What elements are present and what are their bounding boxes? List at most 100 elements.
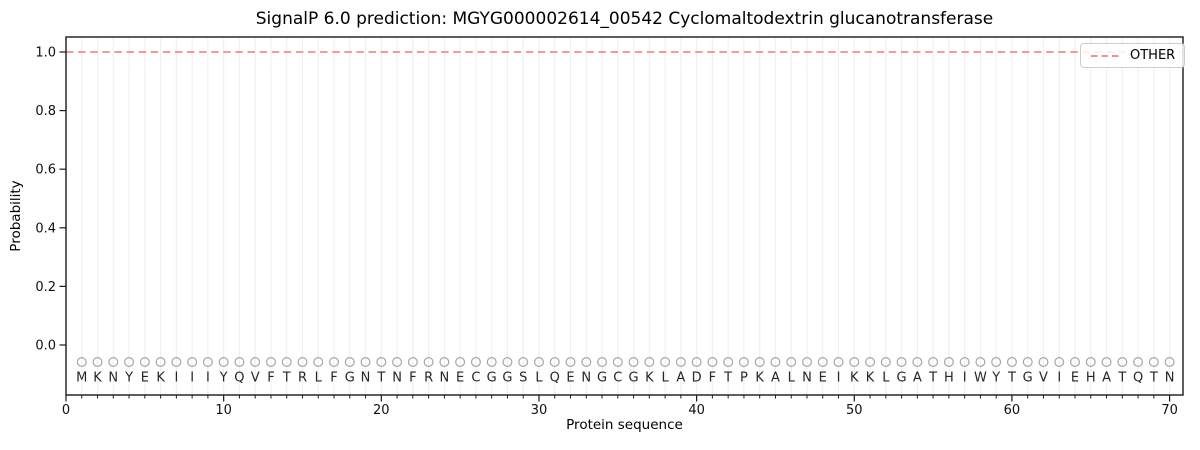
residue-letter: V <box>1039 371 1048 386</box>
residue-marker-circle <box>975 357 986 368</box>
legend: OTHER <box>1080 43 1186 68</box>
x-tick-label: 30 <box>531 403 548 418</box>
residue-marker-circle <box>549 357 560 368</box>
residue-letter: Y <box>219 371 228 386</box>
residue-marker-circle <box>76 357 87 368</box>
residue-letter: T <box>282 371 291 386</box>
residue-marker-circle <box>376 357 387 368</box>
residue-letter: I <box>174 371 178 386</box>
residue-letter: G <box>597 371 607 386</box>
residue-marker-circle <box>1148 357 1159 368</box>
residue-marker-circle <box>518 357 529 368</box>
residue-marker-circle <box>817 357 828 368</box>
plot-border <box>65 36 1184 396</box>
residue-marker-circle <box>171 357 182 368</box>
x-tick-label: 70 <box>1161 403 1178 418</box>
residue-marker-circle <box>1164 357 1175 368</box>
residue-marker-circle <box>675 357 686 368</box>
residue-marker-circle <box>1070 357 1081 368</box>
y-tick-label: 0.4 <box>35 221 56 236</box>
residue-marker-circle <box>502 357 513 368</box>
residue-letter: R <box>298 371 307 386</box>
residue-marker-circle <box>1038 357 1049 368</box>
residue-marker-circle <box>707 357 718 368</box>
residue-marker-circle <box>896 357 907 368</box>
residue-letter: C <box>471 371 480 386</box>
residue-marker-circle <box>470 357 481 368</box>
residue-marker-circle <box>991 357 1002 368</box>
residue-marker-circle <box>581 357 592 368</box>
legend-dashed-line-icon <box>1091 54 1121 57</box>
residue-letter: T <box>928 371 937 386</box>
residue-letter: K <box>755 371 764 386</box>
residue-letter: N <box>392 371 402 386</box>
residue-letter: V <box>251 371 260 386</box>
residue-letter: A <box>913 371 922 386</box>
residue-letter: T <box>1007 371 1016 386</box>
residue-letter: H <box>944 371 954 386</box>
residue-marker-circle <box>281 357 292 368</box>
residue-letter: T <box>723 371 732 386</box>
residue-marker-circle <box>392 357 403 368</box>
residue-marker-circle <box>1022 357 1033 368</box>
residue-marker-circle <box>329 357 340 368</box>
residue-letter: R <box>424 371 433 386</box>
residue-marker-circle <box>265 357 276 368</box>
residue-marker-circle <box>943 357 954 368</box>
residue-marker-circle <box>139 357 150 368</box>
residue-letter: F <box>267 371 274 386</box>
residue-letter: T <box>376 371 385 386</box>
residue-letter: L <box>535 371 543 386</box>
residue-marker-circle <box>597 357 608 368</box>
residue-letter: G <box>629 371 639 386</box>
residue-marker-circle <box>155 357 166 368</box>
residue-marker-circle <box>628 357 639 368</box>
residue-letter: Y <box>991 371 1000 386</box>
residue-marker-circle <box>187 357 198 368</box>
residue-marker-circle <box>786 357 797 368</box>
residue-letter: K <box>850 371 859 386</box>
residue-letter: A <box>676 371 685 386</box>
residue-marker-circle <box>1101 357 1112 368</box>
x-tick-label: 20 <box>373 403 390 418</box>
residue-letter: E <box>1071 371 1079 386</box>
x-tick-label: 10 <box>215 403 232 418</box>
residue-marker-circle <box>770 357 781 368</box>
y-tick-label: 0.6 <box>35 163 56 178</box>
residue-letter: P <box>740 371 748 386</box>
residue-letter: G <box>1023 371 1033 386</box>
residue-marker-circle <box>723 357 734 368</box>
residue-letter: Q <box>234 371 244 386</box>
residue-marker-circle <box>202 357 213 368</box>
residue-letter: N <box>361 371 371 386</box>
residue-marker-circle <box>801 357 812 368</box>
x-tick-label: 50 <box>846 403 863 418</box>
residue-letter: I <box>1057 371 1061 386</box>
residue-letter: T <box>1149 371 1158 386</box>
residue-letter: E <box>819 371 827 386</box>
residue-marker-circle <box>912 357 923 368</box>
residue-letter: F <box>709 371 716 386</box>
residue-letter: N <box>108 371 118 386</box>
residue-marker-circle <box>297 357 308 368</box>
residue-marker-circle <box>108 357 119 368</box>
residue-letter: A <box>771 371 780 386</box>
residue-marker-circle <box>407 357 418 368</box>
residue-letter: I <box>837 371 841 386</box>
residue-marker-circle <box>455 357 466 368</box>
residue-marker-circle <box>738 357 749 368</box>
residue-marker-circle <box>928 357 939 368</box>
residue-letter: F <box>330 371 337 386</box>
residue-marker-circle <box>849 357 860 368</box>
y-tick-label: 1.0 <box>35 46 56 61</box>
residue-marker-circle <box>865 357 876 368</box>
residue-letter: K <box>156 371 165 386</box>
residue-marker-circle <box>439 357 450 368</box>
residue-letter: A <box>1102 371 1111 386</box>
residue-letter: Q <box>550 371 560 386</box>
residue-letter: G <box>487 371 497 386</box>
residue-letter: G <box>345 371 355 386</box>
residue-letter: L <box>882 371 890 386</box>
residue-letter: K <box>866 371 875 386</box>
